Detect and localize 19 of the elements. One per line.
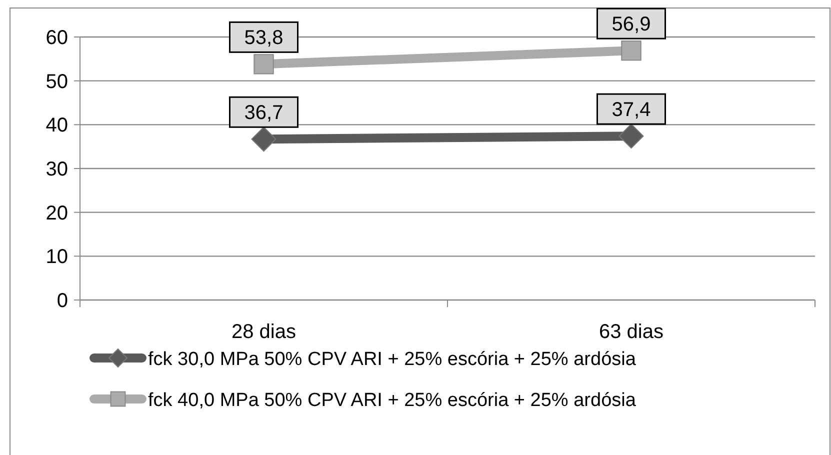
legend-label: fck 40,0 MPa 50% CPV ARI + 25% escória + 25% ardósia [148, 390, 636, 411]
y-tick-label: 40 [46, 114, 68, 137]
point [618, 124, 644, 149]
y-tick-label: 20 [46, 202, 68, 224]
y-tick-label: 60 [46, 27, 68, 49]
point [254, 54, 274, 74]
data-label: 56,9 [612, 14, 651, 36]
data-label: 53,8 [244, 27, 284, 50]
x-tick-label: 63 dias [599, 321, 664, 343]
data-label: 37,4 [612, 99, 651, 122]
y-tick-label: 10 [46, 246, 68, 268]
data-label: 36,7 [244, 102, 284, 124]
point [621, 40, 642, 61]
x-tick-label: 28 dias [232, 321, 296, 343]
y-tick-label: 0 [56, 290, 68, 312]
legend-label: fck 30,0 MPa 50% CPV ARI + 25% escória + 25% ardósia [148, 349, 636, 370]
y-tick-label: 50 [46, 70, 68, 93]
point [251, 126, 276, 152]
y-tick-label: 30 [46, 158, 68, 180]
